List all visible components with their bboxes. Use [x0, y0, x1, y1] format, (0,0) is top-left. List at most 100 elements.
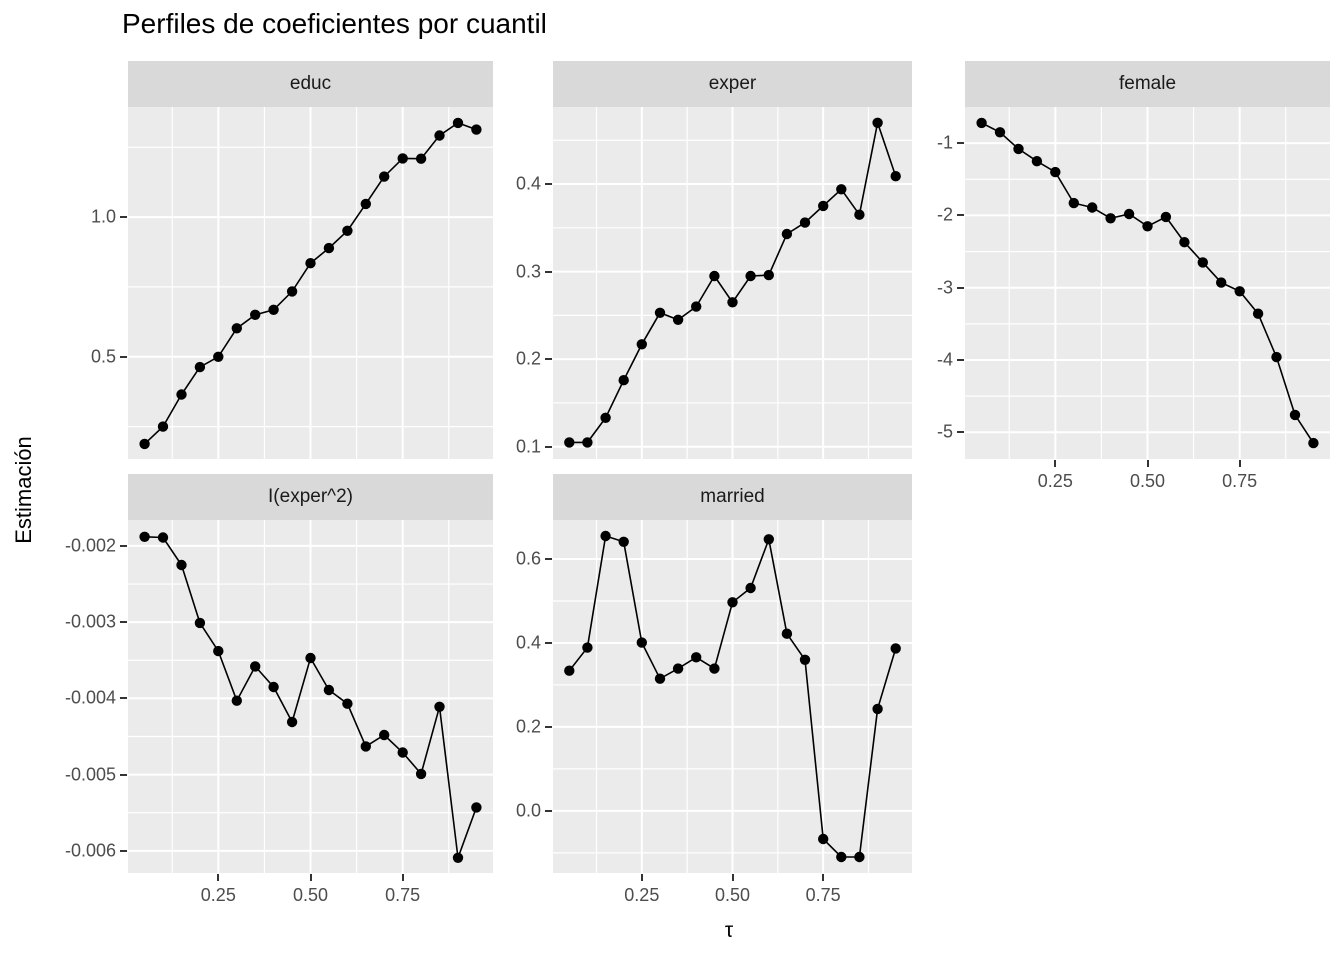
data-point	[415, 768, 427, 780]
data-point	[452, 852, 464, 863]
data-point	[342, 698, 353, 709]
data-point	[379, 729, 390, 741]
data-point	[1031, 156, 1043, 167]
facet-strip-label: female	[1118, 73, 1177, 94]
y-tick-mark	[957, 431, 964, 434]
data-point	[176, 559, 187, 571]
data-point	[727, 597, 738, 608]
data-point	[854, 851, 865, 863]
data-point	[727, 297, 738, 308]
y-axis-title: Estimación	[11, 436, 36, 544]
data-point	[139, 438, 150, 450]
y-tick-label: 0.3	[515, 261, 541, 282]
data-point	[1289, 409, 1301, 421]
data-point	[323, 684, 335, 696]
data-point	[763, 534, 774, 545]
data-point	[157, 532, 169, 543]
data-point	[1013, 143, 1024, 155]
facet-strip-label: educ	[289, 73, 332, 94]
y-tick-mark	[957, 286, 964, 289]
data-point	[342, 225, 353, 236]
y-tick-label: 0.5	[90, 346, 116, 367]
data-point	[582, 437, 593, 448]
panel-plot-female	[965, 107, 1330, 459]
data-point	[745, 582, 756, 594]
y-tick-mark	[545, 558, 552, 561]
data-point	[1308, 437, 1319, 449]
data-point	[1123, 208, 1135, 220]
y-tick-mark	[545, 270, 552, 273]
data-point	[618, 536, 629, 547]
data-point	[781, 228, 793, 240]
facet-strip-label: married	[700, 486, 765, 507]
y-tick-label: -0.006	[64, 840, 116, 861]
data-point	[582, 642, 593, 653]
x-tick-mark	[1146, 460, 1149, 467]
x-tick-label: 0.75	[1222, 471, 1258, 491]
y-tick-label: 0.2	[515, 716, 541, 737]
data-point	[818, 200, 829, 212]
data-point	[836, 851, 847, 863]
data-point	[434, 701, 445, 712]
x-tick-mark	[401, 874, 404, 881]
data-point	[305, 258, 316, 269]
y-tick-label: 1.0	[90, 206, 116, 227]
data-point	[994, 127, 1006, 138]
y-tick-label: 0.6	[515, 548, 541, 569]
data-point	[654, 307, 666, 318]
facet-strip-label: exper	[708, 73, 757, 94]
data-point	[471, 802, 482, 813]
y-tick-label: -0.002	[64, 535, 116, 556]
data-point	[654, 673, 666, 684]
data-point	[564, 665, 575, 676]
data-point	[250, 309, 261, 320]
x-tick-mark	[217, 874, 220, 881]
y-tick-label: -2	[936, 204, 953, 225]
panel-plot-i-exper-2	[128, 520, 493, 873]
data-point	[636, 637, 647, 648]
data-point	[1160, 211, 1172, 223]
y-tick-mark	[957, 358, 964, 361]
data-point	[781, 628, 793, 639]
y-tick-label: -3	[936, 277, 953, 298]
data-point	[397, 153, 408, 164]
data-point	[1216, 277, 1227, 288]
data-point	[890, 643, 901, 654]
y-tick-label: -0.004	[64, 687, 116, 708]
x-tick-mark	[1238, 460, 1241, 467]
y-tick-mark	[545, 641, 552, 644]
data-point	[709, 270, 720, 282]
data-point	[1105, 213, 1116, 224]
x-tick-mark	[731, 874, 734, 881]
data-point	[745, 270, 756, 282]
y-tick-label: 0.2	[515, 348, 541, 369]
data-point	[691, 652, 702, 663]
y-tick-mark	[545, 445, 552, 448]
y-tick-mark	[120, 773, 127, 776]
data-point	[1179, 237, 1190, 248]
data-point	[799, 217, 811, 228]
data-point	[360, 198, 371, 210]
data-point	[1197, 257, 1208, 268]
x-tick-label: 0.25	[200, 885, 236, 905]
data-point	[213, 645, 224, 657]
x-tick-label: 0.50	[714, 885, 751, 905]
data-point	[268, 681, 279, 693]
data-point	[176, 389, 187, 400]
data-point	[818, 833, 829, 845]
data-point	[323, 242, 335, 254]
data-point	[1271, 351, 1282, 363]
y-tick-mark	[120, 216, 127, 219]
x-tick-mark	[309, 874, 312, 881]
x-tick-mark	[640, 874, 643, 881]
data-point	[890, 171, 901, 182]
data-point	[1252, 308, 1264, 319]
y-tick-mark	[120, 544, 127, 547]
data-point	[1087, 202, 1098, 213]
y-tick-mark	[545, 725, 552, 728]
data-point	[691, 301, 702, 312]
data-point	[600, 530, 611, 542]
y-tick-label: 0.0	[515, 800, 541, 821]
y-tick-label: 0.4	[515, 173, 541, 194]
data-point	[854, 209, 865, 220]
